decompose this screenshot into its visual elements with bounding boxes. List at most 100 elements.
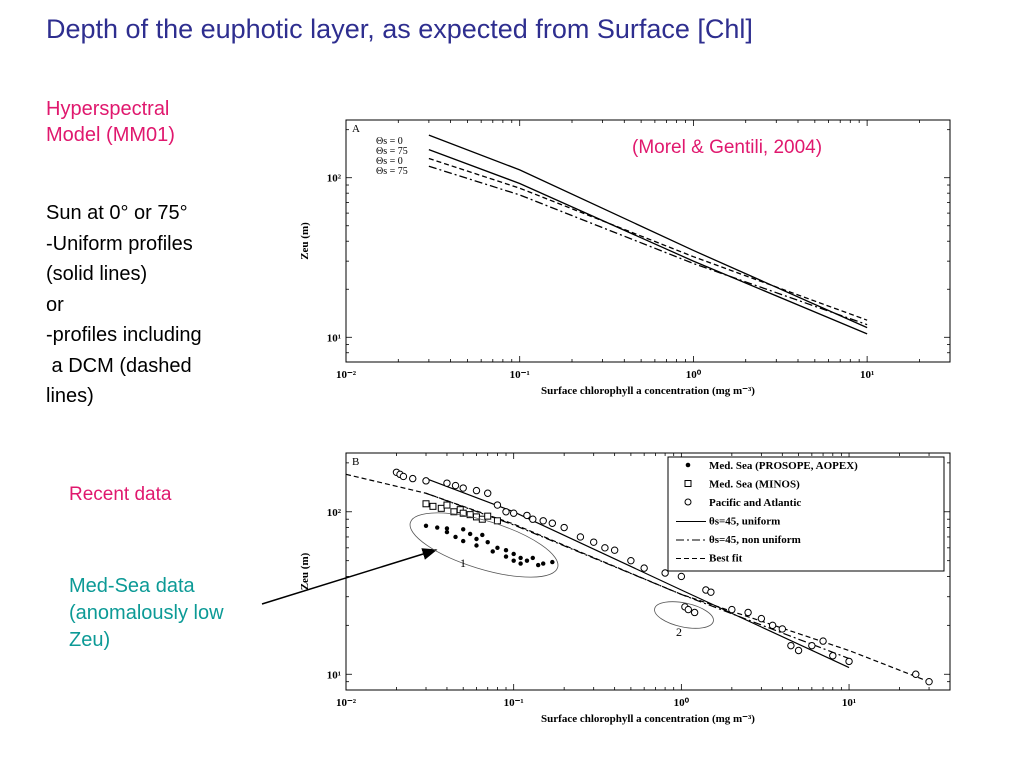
medsea-note: Med-Sea data (anomalously low Zeu) bbox=[69, 573, 224, 654]
point-pacific-atlantic bbox=[443, 479, 451, 487]
point-pacific-atlantic bbox=[757, 614, 766, 623]
point-prosope-aopex bbox=[503, 554, 509, 559]
legend-marker bbox=[685, 462, 691, 468]
point-prosope-aopex bbox=[518, 555, 523, 561]
medsea-note-line: Med-Sea data bbox=[69, 575, 195, 597]
fit-line bbox=[345, 473, 930, 683]
x-tick-label: 10⁻¹ bbox=[510, 369, 530, 381]
point-pacific-atlantic bbox=[819, 637, 827, 645]
x-axis-label: Surface chlorophyll a concentration (mg … bbox=[541, 713, 755, 725]
point-pacific-atlantic bbox=[640, 564, 648, 572]
point-pacific-atlantic bbox=[589, 538, 598, 546]
legend-marker bbox=[684, 498, 692, 506]
legend-entry: Θs = 0 bbox=[376, 136, 403, 147]
point-pacific-atlantic bbox=[845, 657, 853, 666]
point-pacific-atlantic bbox=[787, 641, 795, 650]
point-pacific-atlantic bbox=[502, 508, 510, 516]
point-pacific-atlantic bbox=[925, 677, 933, 686]
y-tick-label: 10¹ bbox=[327, 669, 341, 681]
x-tick-label: 10⁻² bbox=[336, 369, 357, 381]
y-tick-label: 10¹ bbox=[327, 332, 341, 344]
point-minos bbox=[437, 504, 445, 512]
recent-data-label: Recent data bbox=[69, 484, 172, 505]
point-prosope-aopex bbox=[461, 538, 466, 544]
x-axis-label: Surface chlorophyll a concentration (mg … bbox=[541, 385, 755, 397]
point-pacific-atlantic bbox=[539, 517, 547, 525]
point-prosope-aopex bbox=[518, 561, 523, 566]
description-line: -profiles including bbox=[46, 324, 202, 346]
point-prosope-aopex bbox=[444, 526, 450, 531]
cluster-ellipse bbox=[409, 512, 559, 578]
legend-box bbox=[667, 456, 945, 572]
point-pacific-atlantic bbox=[409, 474, 417, 483]
point-pacific-atlantic bbox=[493, 501, 502, 509]
description-line: Sun at 0° or 75° bbox=[46, 202, 188, 224]
series-line bbox=[428, 134, 868, 329]
description-line: (solid lines) bbox=[46, 263, 148, 285]
point-minos bbox=[429, 502, 437, 510]
point-prosope-aopex bbox=[485, 539, 490, 545]
legend-marker bbox=[684, 480, 692, 487]
legend-entry: Θs = 0 bbox=[376, 156, 403, 167]
point-prosope-aopex bbox=[461, 527, 466, 532]
legend-entry: Med. Sea (PROSOPE, AOPEX) bbox=[709, 460, 858, 472]
point-prosope-aopex bbox=[530, 555, 535, 561]
point-prosope-aopex bbox=[423, 523, 429, 528]
point-pacific-atlantic bbox=[459, 484, 467, 492]
model-title: Hyperspectral Model (MM01) bbox=[46, 96, 175, 148]
point-pacific-atlantic bbox=[707, 588, 715, 596]
point-pacific-atlantic bbox=[523, 511, 531, 520]
point-minos bbox=[443, 501, 451, 509]
cluster-label: 1 bbox=[460, 556, 466, 570]
point-prosope-aopex bbox=[444, 529, 450, 535]
point-prosope-aopex bbox=[480, 532, 485, 538]
point-pacific-atlantic bbox=[728, 605, 736, 614]
medsea-note-line: (anomalously low bbox=[69, 602, 224, 624]
point-pacific-atlantic bbox=[690, 608, 699, 617]
description-line: lines) bbox=[46, 385, 94, 407]
point-pacific-atlantic bbox=[529, 515, 537, 523]
point-minos bbox=[422, 500, 430, 508]
point-prosope-aopex bbox=[524, 558, 530, 563]
model-description: Sun at 0° or 75° -Uniform profiles (soli… bbox=[46, 198, 202, 412]
description-line: or bbox=[46, 293, 64, 316]
point-prosope-aopex bbox=[474, 536, 479, 542]
legend-entry: Med. Sea (MINOS) bbox=[709, 479, 800, 491]
point-pacific-atlantic bbox=[451, 481, 460, 490]
point-prosope-aopex bbox=[453, 534, 458, 540]
point-minos bbox=[459, 509, 467, 517]
cluster-label: 2 bbox=[676, 625, 682, 639]
y-tick-label: 10² bbox=[327, 507, 342, 519]
point-minos bbox=[484, 512, 492, 520]
point-prosope-aopex bbox=[550, 559, 555, 565]
point-prosope-aopex bbox=[535, 562, 541, 568]
point-prosope-aopex bbox=[467, 531, 473, 537]
point-pacific-atlantic bbox=[576, 533, 585, 541]
series-line bbox=[428, 157, 868, 321]
point-pacific-atlantic bbox=[422, 477, 430, 485]
point-pacific-atlantic bbox=[794, 646, 803, 655]
point-pacific-atlantic bbox=[661, 569, 669, 577]
point-pacific-atlantic bbox=[560, 523, 568, 532]
point-prosope-aopex bbox=[490, 549, 495, 554]
medsea-note-line: Zeu) bbox=[69, 629, 111, 651]
point-pacific-atlantic bbox=[601, 544, 609, 552]
x-tick-label: 10⁰ bbox=[674, 697, 690, 709]
fit-line bbox=[425, 478, 850, 669]
medsea-pointer-arrow bbox=[261, 548, 438, 605]
point-pacific-atlantic bbox=[912, 670, 920, 678]
point-prosope-aopex bbox=[511, 551, 516, 557]
description-line: -Uniform profiles bbox=[46, 232, 193, 255]
point-pacific-atlantic bbox=[472, 486, 481, 495]
x-tick-label: 10¹ bbox=[842, 697, 856, 709]
point-pacific-atlantic bbox=[778, 625, 787, 633]
page-title: Depth of the euphotic layer, as expected… bbox=[46, 14, 753, 44]
legend-entry: θs=45, non uniform bbox=[709, 534, 801, 546]
citation-annotation: (Morel & Gentili, 2004) bbox=[632, 137, 823, 158]
point-pacific-atlantic bbox=[610, 546, 619, 554]
point-minos bbox=[493, 517, 501, 525]
point-prosope-aopex bbox=[495, 545, 500, 551]
cluster-ellipse bbox=[654, 601, 714, 629]
chart-b: 10⁻² 10⁻¹ 10⁰ 10¹ 10¹ 10² Surface chlorophyll … bbox=[299, 452, 951, 725]
point-pacific-atlantic bbox=[808, 641, 816, 650]
